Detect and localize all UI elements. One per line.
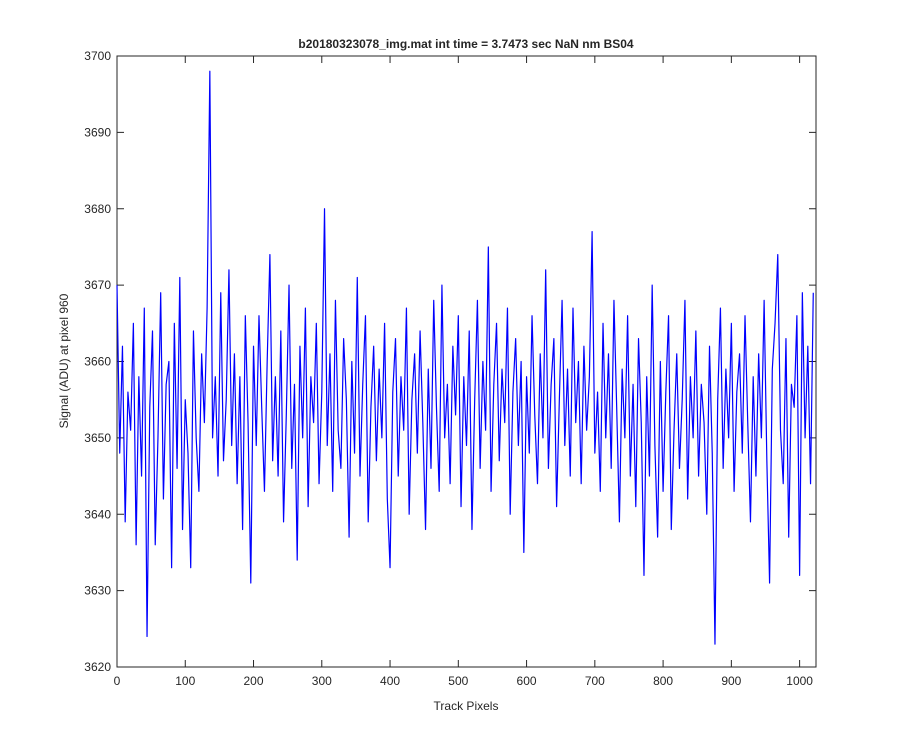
data-line [116, 70, 814, 645]
chart-title: b20180323078_img.mat int time = 3.7473 s… [298, 37, 634, 51]
y-tick-label: 3680 [84, 202, 111, 216]
y-tick-label: 3630 [84, 584, 111, 598]
y-tick-label: 3660 [84, 355, 111, 369]
x-tick-label: 1000 [786, 674, 813, 688]
y-tick-label: 3620 [84, 660, 111, 674]
x-tick-label: 100 [175, 674, 195, 688]
x-axis-label: Track Pixels [434, 699, 499, 713]
x-tick-label: 600 [517, 674, 537, 688]
axes-box [116, 55, 817, 668]
y-tick-label: 3670 [84, 278, 111, 292]
y-tick-label: 3690 [84, 125, 111, 139]
y-axis-label: Signal (ADU) at pixel 960 [57, 293, 71, 428]
y-tick-label: 3650 [84, 431, 111, 445]
x-tick-label: 300 [312, 674, 332, 688]
x-tick-label: 500 [448, 674, 468, 688]
x-tick-label: 400 [380, 674, 400, 688]
x-tick-label: 900 [721, 674, 741, 688]
x-tick-label: 0 [114, 674, 121, 688]
x-tick-label: 200 [244, 674, 264, 688]
x-tick-label: 700 [585, 674, 605, 688]
y-tick-label: 3640 [84, 507, 111, 521]
y-tick-label: 3700 [84, 49, 111, 63]
x-tick-label: 800 [653, 674, 673, 688]
